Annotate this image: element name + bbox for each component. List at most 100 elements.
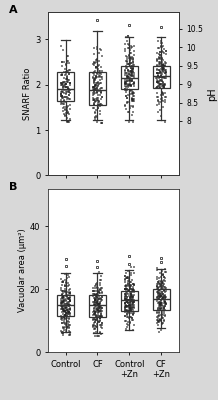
Point: [94, 325, 97, 331]
Point: [94, 308, 98, 315]
Point: [61, 86, 65, 92]
Point: [66, 272, 70, 278]
Point: [130, 94, 134, 101]
Point: [159, 279, 162, 286]
Point: [127, 83, 130, 89]
Point: [100, 289, 104, 296]
Point: [59, 97, 63, 104]
Point: [123, 293, 127, 300]
Point: [60, 294, 64, 300]
Point: [161, 49, 165, 55]
Point: [94, 113, 97, 119]
Point: [95, 321, 99, 328]
Point: [160, 303, 163, 309]
Point: [95, 113, 99, 120]
Point: [94, 76, 97, 82]
Point: [97, 73, 100, 79]
Point: [127, 109, 131, 116]
Point: [156, 278, 160, 285]
Point: [62, 315, 66, 321]
Point: [68, 310, 71, 316]
Point: [98, 301, 101, 308]
Point: [97, 309, 101, 315]
Point: [155, 294, 158, 300]
Point: [100, 314, 104, 320]
Point: [132, 270, 136, 276]
Point: [100, 325, 104, 331]
Point: [60, 309, 63, 316]
Point: [160, 312, 163, 318]
Point: [155, 274, 159, 280]
Point: [100, 308, 104, 314]
Point: [67, 315, 71, 322]
Point: [64, 292, 67, 298]
Point: [63, 321, 67, 327]
Point: [126, 73, 129, 80]
Point: [157, 82, 160, 89]
Point: [160, 285, 163, 292]
Point: [123, 299, 127, 306]
Point: [125, 99, 129, 105]
Point: [96, 307, 99, 313]
Point: [63, 98, 66, 104]
Point: [92, 322, 95, 328]
Point: [160, 78, 164, 84]
Point: [129, 279, 132, 286]
Point: [129, 60, 133, 66]
Point: [131, 62, 135, 69]
Point: [97, 293, 101, 299]
Point: [60, 299, 63, 305]
Point: [128, 80, 132, 87]
Point: [128, 50, 132, 56]
Point: [91, 316, 95, 323]
Point: [94, 64, 98, 70]
Point: [66, 279, 70, 286]
Point: [130, 66, 134, 73]
Point: [157, 299, 161, 305]
Point: [97, 102, 101, 108]
Point: [129, 60, 133, 67]
Point: [164, 50, 167, 57]
Point: [93, 115, 97, 122]
Point: [160, 90, 164, 96]
Point: [92, 102, 95, 108]
Point: [160, 300, 163, 306]
Point: [161, 320, 164, 327]
Point: [126, 296, 130, 303]
Point: [95, 84, 98, 90]
Point: [129, 299, 133, 305]
Point: [162, 63, 165, 69]
Point: [132, 81, 135, 87]
Point: [100, 74, 103, 80]
Point: [66, 119, 69, 125]
Point: [61, 80, 64, 87]
Point: [164, 274, 167, 281]
Point: [96, 303, 99, 310]
Point: [94, 302, 97, 308]
Point: [64, 312, 67, 318]
Point: [62, 308, 65, 314]
Point: [123, 70, 127, 76]
Point: [127, 80, 131, 87]
Point: [155, 66, 159, 73]
Point: [91, 290, 95, 297]
Point: [157, 287, 160, 293]
Point: [124, 277, 127, 284]
Point: [157, 83, 161, 89]
Point: [125, 298, 128, 304]
Point: [99, 308, 102, 314]
Point: [98, 313, 101, 319]
Point: [128, 71, 131, 77]
Point: [97, 303, 101, 309]
Point: [131, 292, 134, 298]
Point: [99, 290, 102, 296]
Point: [66, 89, 69, 95]
Point: [160, 284, 163, 290]
Point: [100, 120, 104, 126]
Point: [127, 74, 131, 81]
Point: [62, 314, 65, 320]
Point: [92, 100, 95, 106]
Point: [95, 293, 99, 299]
Point: [59, 80, 63, 86]
Point: [160, 293, 163, 299]
